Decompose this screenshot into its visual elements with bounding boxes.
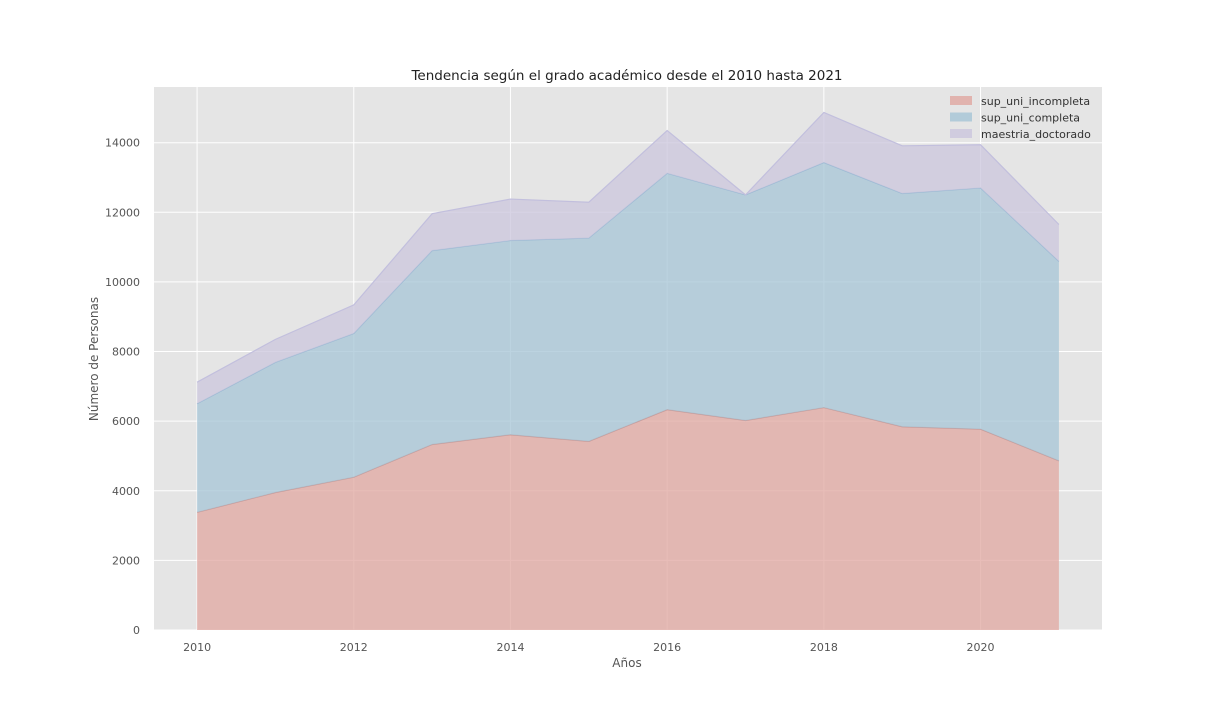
y-tick-label: 8000	[112, 346, 140, 359]
area-line-maestria_doctorado	[196, 111, 1060, 383]
y-tick-label: 4000	[112, 485, 140, 498]
legend-swatch-maestria_doctorado	[950, 129, 972, 138]
area-series	[196, 111, 1060, 630]
y-axis-title: Número de Personas	[87, 297, 101, 421]
legend-swatch-sup_uni_completa	[950, 112, 972, 122]
y-tick-label: 0	[133, 624, 140, 637]
y-tick-label: 2000	[112, 554, 140, 567]
legend: sup_uni_incompleta sup_uni_completamaestr…	[950, 95, 1091, 141]
area-sup_uni_completa	[197, 162, 1059, 513]
y-tick-label: 10000	[105, 276, 140, 289]
x-tick-label: 2014	[496, 641, 524, 654]
x-tick-label: 2012	[340, 641, 368, 654]
x-tick-label: 2018	[810, 641, 838, 654]
legend-label-sup_uni_completa: sup_uni_completa	[981, 112, 1080, 125]
y-tick-label: 14000	[105, 137, 140, 150]
legend-swatch-sup_uni_incompleta	[950, 96, 972, 105]
x-tick-label: 2020	[967, 641, 995, 654]
legend-label-maestria_doctorado: maestria_doctorado	[981, 128, 1091, 141]
area-maestria_doctorado	[197, 112, 1059, 404]
chart-title: Tendencia según el grado académico desde…	[410, 68, 842, 84]
x-axis-title: Años	[612, 656, 641, 670]
x-tick-label: 2016	[653, 641, 681, 654]
y-tick-label: 6000	[112, 415, 140, 428]
axis-ticks: 0 2000 4000 6000 8000 10000 12000 14000 2010 2012…	[105, 137, 995, 654]
y-tick-label: 12000	[105, 206, 140, 219]
legend-label-sup_uni_incompleta: sup_uni_incompleta	[981, 95, 1090, 108]
x-tick-label: 2010	[183, 641, 211, 654]
area-sup_uni_incompleta	[197, 407, 1059, 630]
